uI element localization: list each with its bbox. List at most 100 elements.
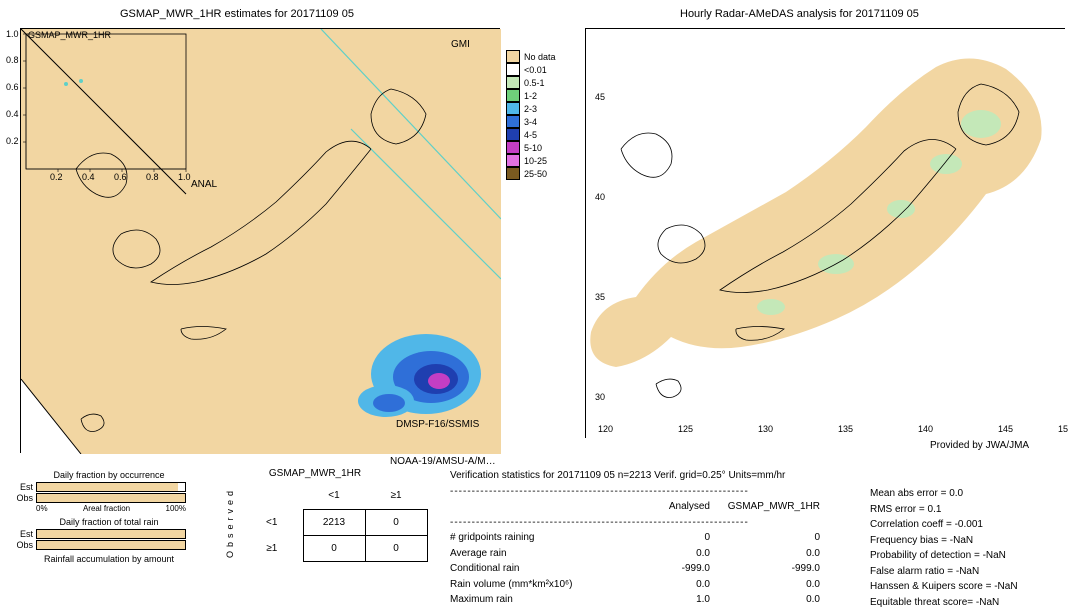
- metric-line: Frequency bias = -NaN: [870, 533, 1018, 549]
- lat-label: 45: [595, 92, 605, 102]
- lon-label: 125: [678, 424, 693, 434]
- legend-label: 10-25: [524, 156, 547, 166]
- metric-line: Correlation coeff = -0.001: [870, 517, 1018, 533]
- legend-label: 4-5: [524, 130, 537, 140]
- legend-label: 0.5-1: [524, 78, 545, 88]
- fraction-totalrain-title: Daily fraction of total rain: [14, 517, 204, 527]
- ct-cell: 2213: [303, 509, 365, 535]
- lon-label: 135: [838, 424, 853, 434]
- ct-rowhead: <1: [241, 509, 303, 535]
- lon-label: 120: [598, 424, 613, 434]
- inset-ytick: 0.8: [6, 55, 19, 65]
- legend-label: 5-10: [524, 143, 542, 153]
- lon-label: 145: [998, 424, 1013, 434]
- lat-label: 30: [595, 392, 605, 402]
- metric-line: Hanssen & Kuipers score = -NaN: [870, 579, 1018, 595]
- inset-xtick: 0.6: [114, 172, 127, 182]
- bar-row: Est: [14, 482, 204, 492]
- verif-row-a: 1.0: [630, 592, 710, 608]
- anal-label: ANAL: [191, 179, 218, 190]
- verif-stats: Verification statistics for 20171109 05 …: [450, 468, 890, 608]
- right-map-title: Hourly Radar-AMeDAS analysis for 2017110…: [680, 8, 919, 20]
- verif-row-label: Average rain: [450, 546, 630, 562]
- legend-row: <0.01: [506, 63, 576, 76]
- verif-dashline: ----------------------------------------…: [450, 484, 890, 500]
- legend-swatch: [506, 76, 520, 89]
- verif-row: # gridpoints raining00: [450, 530, 890, 546]
- legend-label: 2-3: [524, 104, 537, 114]
- legend-label: <0.01: [524, 65, 547, 75]
- verif-header: Verification statistics for 20171109 05 …: [450, 468, 890, 484]
- legend-row: 2-3: [506, 102, 576, 115]
- verif-colhead: GSMAP_MWR_1HR: [710, 499, 820, 515]
- verif-row-a: -999.0: [630, 561, 710, 577]
- metric-line: Probability of detection = -NaN: [870, 548, 1018, 564]
- verif-row-b: 0.0: [710, 577, 820, 593]
- bar-label: Obs: [14, 540, 36, 550]
- legend-swatch: [506, 50, 520, 63]
- verif-row-label: # gridpoints raining: [450, 530, 630, 546]
- metric-line: Equitable threat score= -NaN: [870, 595, 1018, 611]
- noaa-label: NOAA-19/AMSU-A/M…: [390, 456, 496, 467]
- ct-colhead: <1: [303, 483, 365, 509]
- bar-label: Obs: [14, 493, 36, 503]
- lat-label: 40: [595, 192, 605, 202]
- metric-line: RMS error = 0.1: [870, 502, 1018, 518]
- right-map: [585, 28, 1065, 438]
- axis-0pct: 0%: [36, 504, 48, 513]
- dmsp-label: DMSP-F16/SSMIS: [396, 419, 480, 430]
- verif-row: Average rain0.00.0: [450, 546, 890, 562]
- bar-row: Est: [14, 529, 204, 539]
- fraction-occurrence: Daily fraction by occurrence Est Obs 0% …: [14, 468, 204, 566]
- legend-label: 3-4: [524, 117, 537, 127]
- verif-row: Conditional rain-999.0-999.0: [450, 561, 890, 577]
- legend-row: 3-4: [506, 115, 576, 128]
- legend-swatch: [506, 128, 520, 141]
- legend-swatch: [506, 141, 520, 154]
- legend-swatch: [506, 89, 520, 102]
- legend-row: 0.5-1: [506, 76, 576, 89]
- inset-ytick: 0.2: [6, 136, 19, 146]
- legend-swatch: [506, 102, 520, 115]
- legend-swatch: [506, 115, 520, 128]
- lon-label: 140: [918, 424, 933, 434]
- left-map: ANAL GMI DMSP-F16/SSMIS: [20, 28, 500, 453]
- observed-side-label: Observed: [225, 487, 235, 558]
- fraction-accum-title: Rainfall accumulation by amount: [14, 554, 204, 564]
- ct-cell: 0: [365, 535, 427, 561]
- verif-row-label: Maximum rain: [450, 592, 630, 608]
- legend-row: 10-25: [506, 154, 576, 167]
- inset-ytick: 0.6: [6, 82, 19, 92]
- bar-track: [36, 493, 186, 503]
- axis-mid: Areal fraction: [83, 504, 130, 513]
- bar-track: [36, 529, 186, 539]
- metric-line: False alarm ratio = -NaN: [870, 564, 1018, 580]
- legend-swatch: [506, 154, 520, 167]
- legend-label: No data: [524, 52, 556, 62]
- contingency-block: GSMAP_MWR_1HR Observed <1≥1 <1 2213 0 ≥1…: [225, 468, 428, 562]
- ct-cell: 0: [303, 535, 365, 561]
- legend-label: 25-50: [524, 169, 547, 179]
- inset-xtick: 1.0: [178, 172, 191, 182]
- inset-ytick: 0.4: [6, 109, 19, 119]
- contingency-title: GSMAP_MWR_1HR: [225, 468, 405, 479]
- colorbar-legend: No data <0.01 0.5-11-2 2-3 3-4 4-5 5-10 10-25 25…: [506, 50, 576, 180]
- bottom-stats-area: Daily fraction by occurrence Est Obs 0% …: [0, 468, 1080, 612]
- ct-rowhead: ≥1: [241, 535, 303, 561]
- left-map-title: GSMAP_MWR_1HR estimates for 20171109 05: [120, 8, 354, 20]
- legend-swatch: [506, 167, 520, 180]
- bar-track: [36, 482, 186, 492]
- verif-row-label: Conditional rain: [450, 561, 630, 577]
- legend-row: 4-5: [506, 128, 576, 141]
- inset-label: GSMAP_MWR_1HR: [28, 30, 111, 40]
- inset-xtick: 0.4: [82, 172, 95, 182]
- metric-line: Mean abs error = 0.0: [870, 486, 1018, 502]
- verif-row-label: Rain volume (mm*km²x10⁶): [450, 577, 630, 593]
- bar-row: Obs: [14, 493, 204, 503]
- legend-row: 1-2: [506, 89, 576, 102]
- fraction-occurrence-title: Daily fraction by occurrence: [14, 470, 204, 480]
- bar-label: Est: [14, 529, 36, 539]
- inset-xtick: 0.8: [146, 172, 159, 182]
- verif-row-a: 0.0: [630, 546, 710, 562]
- bar-label: Est: [14, 482, 36, 492]
